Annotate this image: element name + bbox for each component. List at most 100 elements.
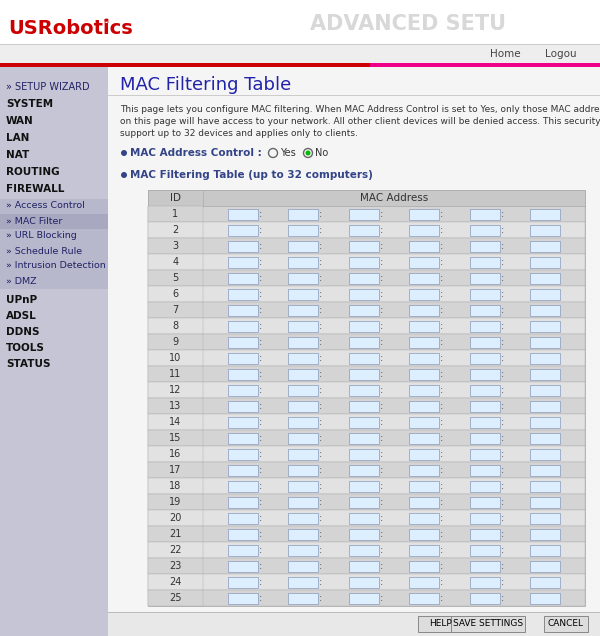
- Bar: [148, 382, 585, 398]
- Bar: [227, 272, 257, 284]
- Bar: [148, 366, 203, 382]
- Text: :: :: [440, 497, 443, 507]
- Text: :: :: [440, 449, 443, 459]
- Bar: [227, 385, 257, 396]
- Bar: [148, 526, 585, 542]
- Bar: [148, 398, 203, 414]
- Bar: [148, 542, 585, 558]
- Bar: [409, 240, 439, 251]
- Bar: [108, 612, 600, 636]
- Text: :: :: [380, 353, 383, 363]
- Text: :: :: [319, 561, 322, 571]
- Bar: [148, 334, 585, 350]
- Text: 15: 15: [169, 433, 182, 443]
- Bar: [0, 164, 108, 181]
- Bar: [349, 401, 379, 411]
- Bar: [288, 401, 318, 411]
- Text: ADVANCED SETU: ADVANCED SETU: [310, 14, 506, 34]
- Text: Yes: Yes: [280, 148, 296, 158]
- Bar: [148, 302, 203, 318]
- Text: :: :: [501, 225, 504, 235]
- Bar: [227, 513, 257, 523]
- Text: :: :: [380, 561, 383, 571]
- Text: :: :: [501, 433, 504, 443]
- Bar: [451, 616, 525, 632]
- Text: :: :: [319, 321, 322, 331]
- Text: :: :: [440, 209, 443, 219]
- Bar: [349, 352, 379, 364]
- Bar: [148, 478, 203, 494]
- Bar: [470, 272, 500, 284]
- Bar: [530, 368, 560, 380]
- Text: :: :: [440, 353, 443, 363]
- Bar: [148, 222, 203, 238]
- Bar: [470, 256, 500, 268]
- Bar: [148, 382, 203, 398]
- Bar: [349, 385, 379, 396]
- Text: :: :: [501, 561, 504, 571]
- Bar: [148, 558, 203, 574]
- Bar: [288, 256, 318, 268]
- Bar: [148, 206, 585, 222]
- Text: :: :: [319, 545, 322, 555]
- Text: :: :: [440, 577, 443, 587]
- Bar: [0, 356, 108, 372]
- Text: :: :: [259, 497, 262, 507]
- Bar: [227, 209, 257, 219]
- Text: :: :: [501, 481, 504, 491]
- Bar: [148, 190, 585, 606]
- Text: :: :: [259, 209, 262, 219]
- Text: :: :: [259, 305, 262, 315]
- Bar: [409, 401, 439, 411]
- Text: :: :: [319, 241, 322, 251]
- Text: :: :: [380, 385, 383, 395]
- Text: :: :: [501, 257, 504, 267]
- Text: :: :: [319, 577, 322, 587]
- Bar: [349, 305, 379, 315]
- Bar: [470, 240, 500, 251]
- Bar: [470, 385, 500, 396]
- Bar: [349, 481, 379, 492]
- Text: :: :: [380, 321, 383, 331]
- Text: :: :: [380, 337, 383, 347]
- Bar: [470, 481, 500, 492]
- Bar: [470, 544, 500, 555]
- Text: :: :: [319, 529, 322, 539]
- Bar: [0, 259, 108, 274]
- Text: :: :: [319, 385, 322, 395]
- Bar: [470, 529, 500, 539]
- Text: :: :: [380, 593, 383, 603]
- Bar: [148, 510, 203, 526]
- Bar: [148, 526, 203, 542]
- Text: » DMZ: » DMZ: [6, 277, 37, 286]
- Text: 24: 24: [169, 577, 182, 587]
- Bar: [148, 590, 585, 606]
- Text: :: :: [440, 369, 443, 379]
- Circle shape: [305, 151, 311, 155]
- Text: :: :: [319, 433, 322, 443]
- Bar: [227, 593, 257, 604]
- Text: :: :: [259, 481, 262, 491]
- Bar: [227, 481, 257, 492]
- Bar: [0, 229, 108, 244]
- Bar: [470, 209, 500, 219]
- Bar: [349, 256, 379, 268]
- Bar: [227, 352, 257, 364]
- Bar: [148, 238, 585, 254]
- Bar: [148, 558, 585, 574]
- Text: :: :: [319, 481, 322, 491]
- Bar: [470, 321, 500, 331]
- Text: 17: 17: [169, 465, 182, 475]
- Text: :: :: [259, 321, 262, 331]
- Text: :: :: [259, 513, 262, 523]
- Text: 19: 19: [169, 497, 182, 507]
- Bar: [0, 45, 600, 63]
- Text: :: :: [319, 209, 322, 219]
- Bar: [470, 513, 500, 523]
- Bar: [530, 336, 560, 347]
- Text: :: :: [440, 433, 443, 443]
- Text: CANCEL: CANCEL: [548, 619, 584, 628]
- Bar: [530, 481, 560, 492]
- Bar: [227, 464, 257, 476]
- Bar: [288, 576, 318, 588]
